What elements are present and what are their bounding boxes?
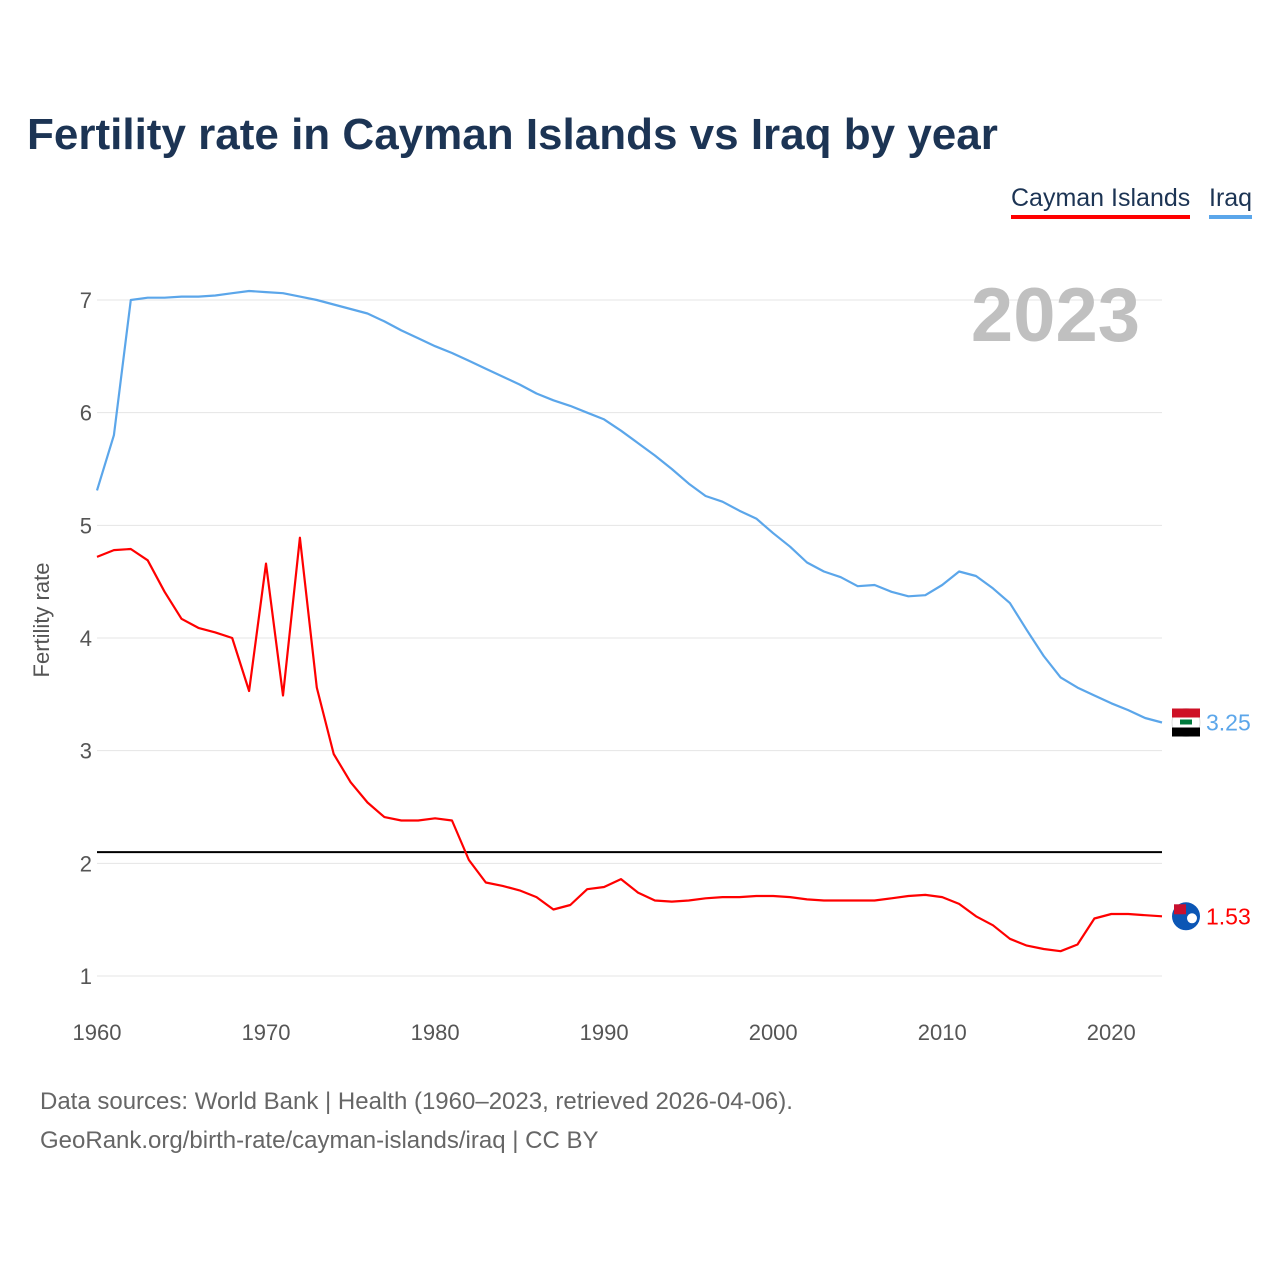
end-value-label: 1.53	[1206, 903, 1251, 929]
source-link[interactable]: GeoRank.org/birth-rate/cayman-islands/ir…	[40, 1127, 599, 1154]
iraq-flag-red	[1172, 708, 1200, 718]
y-tick-label: 2	[80, 851, 92, 876]
y-tick-label: 4	[80, 626, 92, 651]
x-tick-label: 2020	[1087, 1020, 1136, 1045]
iraq-flag-emblem	[1180, 719, 1192, 725]
x-tick-label: 1960	[73, 1020, 122, 1045]
y-tick-label: 1	[80, 964, 92, 989]
series-line-iraq	[95, 289, 1163, 724]
x-tick-label: 2010	[918, 1020, 967, 1045]
year-badge: 2023	[970, 273, 1140, 358]
y-axis-label: Fertility rate	[29, 562, 54, 678]
cayman-flag-crest	[1187, 913, 1197, 924]
x-tick-label: 2000	[749, 1020, 798, 1045]
x-tick-label: 1990	[580, 1020, 629, 1045]
y-tick-label: 6	[80, 401, 92, 426]
chart-title: Fertility rate in Cayman Islands vs Iraq…	[27, 110, 998, 159]
data-source-note: Data sources: World Bank | Health (1960–…	[40, 1088, 793, 1115]
end-value-label: 3.25	[1206, 710, 1251, 736]
x-tick-label: 1970	[242, 1020, 291, 1045]
y-tick-label: 7	[80, 288, 92, 313]
iraq-flag-black	[1172, 727, 1200, 737]
x-tick-label: 1980	[411, 1020, 460, 1045]
legend-cayman-islands[interactable]: Cayman Islands	[1011, 184, 1191, 219]
series-line-cayman-islands	[96, 536, 1163, 953]
y-tick-label: 3	[80, 739, 92, 764]
legend-iraq[interactable]: Iraq	[1209, 184, 1253, 219]
y-tick-label: 5	[80, 513, 92, 538]
cayman-flag-union	[1174, 904, 1186, 915]
